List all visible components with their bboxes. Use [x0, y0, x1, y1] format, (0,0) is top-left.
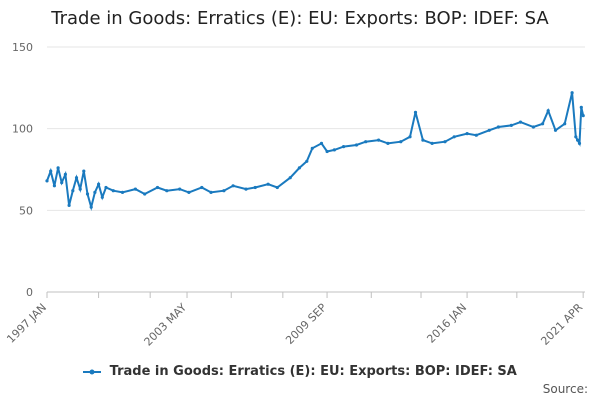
data-point — [452, 135, 456, 139]
x-tick-label: 1997 JAN — [4, 301, 49, 346]
data-point — [399, 140, 403, 144]
data-point — [222, 189, 226, 193]
data-point — [93, 190, 97, 194]
x-tick-label: 2003 MAY — [142, 301, 190, 349]
data-point — [155, 185, 160, 190]
data-point — [266, 182, 270, 186]
data-point — [187, 190, 191, 194]
source-label: Source: — [542, 382, 588, 396]
legend-line-icon — [83, 369, 102, 374]
data-point — [253, 185, 257, 190]
data-point — [74, 176, 79, 180]
data-point — [120, 190, 125, 194]
data-point — [67, 203, 71, 207]
data-point — [487, 128, 491, 132]
data-point — [413, 110, 418, 114]
data-point — [89, 205, 93, 209]
data-point — [518, 120, 523, 124]
x-tick-label: 2021 APR — [538, 301, 585, 348]
data-point — [97, 182, 101, 186]
x-tick-label: 2016 JAN — [424, 301, 469, 346]
data-point — [570, 91, 574, 95]
series-line — [46, 92, 585, 211]
data-point — [408, 135, 412, 139]
legend[interactable]: Trade in Goods: Erratics (E): EU: Export… — [0, 364, 600, 379]
data-point — [275, 185, 279, 190]
data-point — [49, 169, 53, 173]
data-point — [63, 172, 67, 176]
data-point — [342, 145, 346, 149]
data-point — [325, 149, 329, 154]
data-point — [78, 187, 82, 191]
data-point — [386, 141, 390, 145]
x-tick-label: 2009 SEP — [283, 301, 329, 347]
data-point — [563, 122, 567, 126]
data-point — [56, 166, 60, 170]
data-point — [577, 141, 582, 145]
data-point — [474, 133, 478, 137]
data-point — [305, 159, 309, 163]
data-point — [319, 141, 324, 145]
data-point — [377, 138, 381, 142]
data-point — [52, 184, 57, 188]
data-point — [133, 187, 137, 191]
y-tick-label: 150 — [12, 41, 33, 54]
data-point — [531, 125, 536, 129]
data-point — [581, 114, 585, 118]
data-point — [430, 141, 434, 145]
data-point — [85, 192, 90, 196]
data-point — [100, 195, 104, 199]
data-point — [143, 192, 147, 196]
data-point — [111, 189, 115, 193]
data-point — [496, 125, 500, 129]
data-point — [310, 146, 314, 150]
data-point — [82, 169, 86, 173]
data-point — [553, 128, 558, 132]
data-point — [509, 123, 513, 127]
data-point — [71, 189, 75, 193]
y-tick-label: 100 — [12, 123, 33, 136]
data-point — [60, 181, 64, 185]
data-point — [332, 148, 336, 152]
data-point — [576, 138, 580, 142]
data-point — [541, 122, 545, 126]
data-point — [443, 140, 447, 144]
legend-label: Trade in Goods: Erratics (E): EU: Export… — [109, 364, 517, 379]
chart-title: Trade in Goods: Erratics (E): EU: Export… — [51, 8, 549, 29]
data-point — [165, 189, 169, 193]
data-point — [104, 185, 108, 190]
data-point — [178, 187, 182, 191]
data-point — [579, 105, 583, 109]
data-point — [244, 187, 248, 191]
data-point — [231, 184, 235, 188]
data-point — [546, 109, 550, 113]
data-point — [421, 138, 425, 142]
data-point — [288, 176, 292, 180]
data-point — [574, 135, 578, 139]
data-point — [297, 166, 301, 170]
data-point — [200, 185, 204, 190]
data-point — [209, 190, 213, 194]
data-point — [354, 143, 359, 147]
y-tick-label: 50 — [19, 204, 33, 217]
data-point — [45, 179, 49, 183]
data-point — [364, 140, 368, 144]
y-tick-label: 0 — [26, 286, 33, 299]
data-point — [465, 132, 469, 136]
